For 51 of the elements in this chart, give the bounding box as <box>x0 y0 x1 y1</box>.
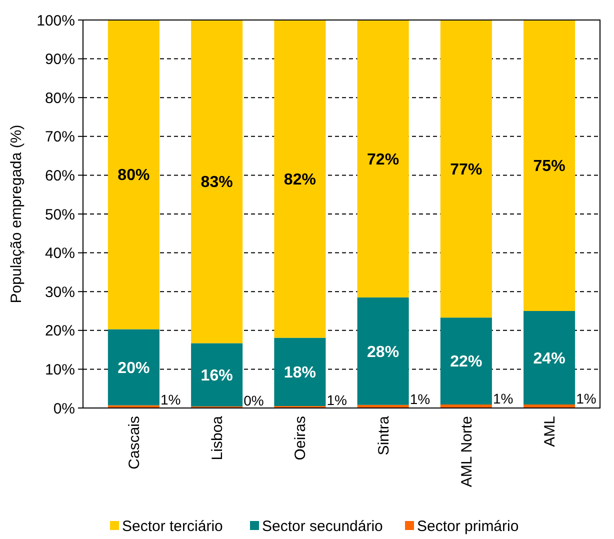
legend-label: Sector secundário <box>262 518 383 535</box>
data-label: 24% <box>533 350 566 368</box>
bar <box>440 20 492 318</box>
bar <box>524 20 576 311</box>
bar <box>108 20 160 330</box>
data-label: 20% <box>118 360 150 377</box>
y-tick-label: 0% <box>53 400 75 418</box>
data-label: 18% <box>284 364 316 382</box>
data-label: 0% <box>244 392 264 408</box>
data-label: 22% <box>450 354 482 371</box>
y-tick-label: 60% <box>44 167 75 184</box>
y-tick-label: 70% <box>44 128 75 146</box>
legend-label: Sector terciário <box>122 518 223 535</box>
x-tick-label: Lisboa <box>209 415 226 460</box>
data-label: 1% <box>160 391 181 408</box>
data-label: 1% <box>492 390 514 407</box>
x-tick-label: AML Norte <box>458 416 476 488</box>
bar <box>274 338 326 406</box>
data-label: 1% <box>576 390 596 407</box>
data-label: 72% <box>367 151 400 168</box>
bar <box>357 20 409 298</box>
bar <box>274 20 326 338</box>
bar <box>524 311 576 405</box>
bar <box>440 318 492 405</box>
data-label: 77% <box>450 161 482 178</box>
bar <box>108 329 160 406</box>
y-tick-label: 80% <box>44 90 75 107</box>
data-label: 1% <box>410 390 430 407</box>
y-axis-title: População empregada (%) <box>8 124 25 304</box>
bar <box>191 20 243 344</box>
x-tick-label: AML <box>542 416 559 447</box>
y-tick-label: 100% <box>36 12 75 30</box>
x-tick-label: Cascais <box>126 416 143 470</box>
y-tick-label: 20% <box>44 322 75 340</box>
data-label: 1% <box>326 392 347 408</box>
y-tick-label: 30% <box>44 284 75 301</box>
data-label: 80% <box>118 167 150 184</box>
y-tick-label: 10% <box>44 361 75 378</box>
y-tick-label: 40% <box>44 245 75 262</box>
bar <box>191 343 243 406</box>
legend-label: Sector primário <box>417 518 519 535</box>
data-label: 75% <box>533 158 566 176</box>
data-label: 28% <box>367 344 400 361</box>
x-tick-label: Oeiras <box>292 416 310 460</box>
x-tick-label: Sintra <box>375 415 392 456</box>
y-tick-label: 50% <box>44 206 75 224</box>
data-label: 83% <box>200 174 233 192</box>
y-tick-label: 90% <box>44 51 75 68</box>
data-label: 16% <box>200 367 233 384</box>
data-label: 82% <box>284 171 316 188</box>
bar <box>357 297 409 405</box>
